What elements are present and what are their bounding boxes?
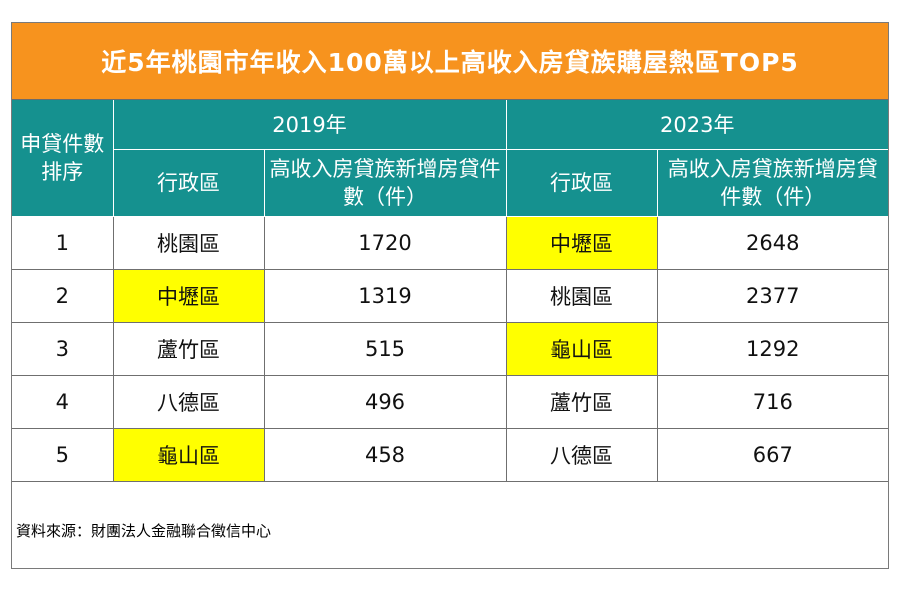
count-2019-cell: 496 — [263, 375, 507, 429]
rank-cell: 1 — [12, 216, 114, 270]
count-2023-header: 高收入房貸族新增房貸件數（件） — [656, 149, 889, 217]
table-row: 5 龜山區 458 八德區 667 — [12, 428, 889, 482]
district-2019-cell: 桃園區 — [112, 216, 265, 270]
count-2019-cell: 1720 — [263, 216, 507, 270]
source-note: 資料來源：財團法人金融聯合徵信中心 — [16, 522, 272, 540]
district-2023-header: 行政區 — [505, 149, 658, 217]
district-2019-header: 行政區 — [112, 149, 265, 217]
district-2023-cell: 八德區 — [505, 428, 658, 482]
district-2019-cell: 中壢區 — [112, 269, 265, 323]
ranking-table: 申貸件數排序 2019年 2023年 行政區 高收入房貸族新增房貸件數（件） 行… — [12, 100, 889, 482]
district-2023-cell: 桃園區 — [505, 269, 658, 323]
district-2023-cell: 龜山區 — [505, 322, 658, 376]
table-row: 4 八德區 496 蘆竹區 716 — [12, 375, 889, 429]
count-2023-cell: 2648 — [656, 216, 889, 270]
table-frame: 近5年桃園市年收入100萬以上高收入房貸族購屋熱區TOP5 申貸件數排序 201… — [11, 22, 889, 569]
count-2019-cell: 515 — [263, 322, 507, 376]
district-2019-cell: 蘆竹區 — [112, 322, 265, 376]
rank-header: 申貸件數排序 — [12, 100, 114, 217]
count-2019-cell: 1319 — [263, 269, 507, 323]
table-row: 2 中壢區 1319 桃園區 2377 — [12, 269, 889, 323]
count-2023-cell: 1292 — [656, 322, 889, 376]
count-2023-cell: 716 — [656, 375, 889, 429]
year-2019-header: 2019年 — [112, 100, 507, 150]
table-row: 1 桃園區 1720 中壢區 2648 — [12, 216, 889, 270]
district-2019-cell: 八德區 — [112, 375, 265, 429]
year-2023-header: 2023年 — [505, 100, 889, 150]
table-title: 近5年桃園市年收入100萬以上高收入房貸族購屋熱區TOP5 — [12, 23, 888, 100]
count-2023-cell: 667 — [656, 428, 889, 482]
count-2019-cell: 458 — [263, 428, 507, 482]
district-2019-cell: 龜山區 — [112, 428, 265, 482]
rank-cell: 5 — [12, 428, 114, 482]
count-2019-header: 高收入房貸族新增房貸件數（件） — [263, 149, 507, 217]
district-2023-cell: 中壢區 — [505, 216, 658, 270]
table-row: 3 蘆竹區 515 龜山區 1292 — [12, 322, 889, 376]
count-2023-cell: 2377 — [656, 269, 889, 323]
district-2023-cell: 蘆竹區 — [505, 375, 658, 429]
rank-cell: 3 — [12, 322, 114, 376]
rank-cell: 4 — [12, 375, 114, 429]
rank-cell: 2 — [12, 269, 114, 323]
